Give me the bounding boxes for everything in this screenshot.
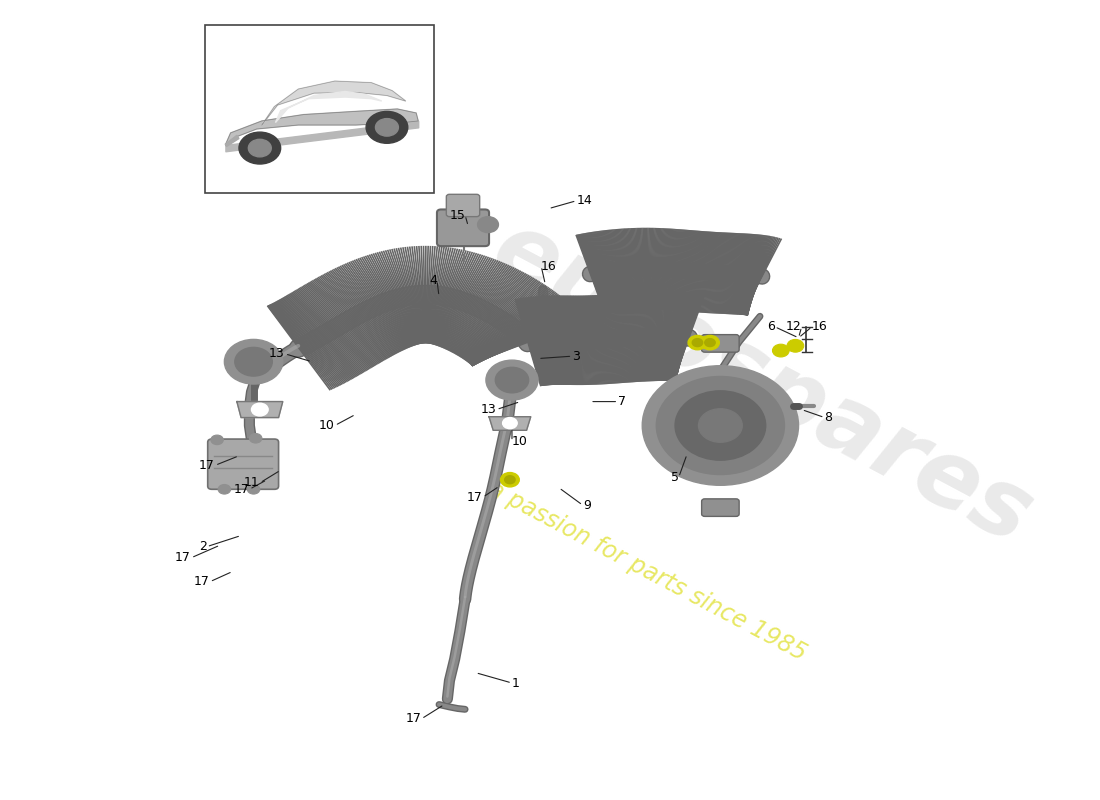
Circle shape bbox=[234, 347, 273, 376]
Circle shape bbox=[211, 435, 223, 445]
Text: 17: 17 bbox=[175, 551, 191, 564]
Circle shape bbox=[224, 339, 283, 384]
Circle shape bbox=[218, 485, 231, 494]
Circle shape bbox=[375, 118, 398, 136]
FancyBboxPatch shape bbox=[437, 210, 490, 246]
Circle shape bbox=[788, 339, 804, 352]
Circle shape bbox=[250, 434, 262, 443]
Circle shape bbox=[477, 217, 498, 233]
FancyBboxPatch shape bbox=[447, 194, 480, 217]
Text: 10: 10 bbox=[319, 419, 334, 432]
Polygon shape bbox=[226, 109, 418, 145]
Circle shape bbox=[503, 418, 517, 429]
Text: 13: 13 bbox=[270, 347, 285, 360]
Text: 13: 13 bbox=[481, 403, 496, 416]
Text: 16: 16 bbox=[541, 259, 557, 273]
Circle shape bbox=[366, 111, 408, 143]
Polygon shape bbox=[226, 135, 239, 146]
Text: 17: 17 bbox=[466, 490, 483, 504]
Circle shape bbox=[248, 485, 260, 494]
Text: 12: 12 bbox=[785, 320, 802, 333]
Circle shape bbox=[698, 409, 742, 442]
Text: 17: 17 bbox=[406, 712, 421, 726]
Polygon shape bbox=[262, 81, 406, 125]
Text: 7: 7 bbox=[618, 395, 626, 408]
Circle shape bbox=[495, 367, 529, 393]
Circle shape bbox=[486, 360, 538, 400]
Text: eurospares: eurospares bbox=[476, 203, 1047, 565]
Polygon shape bbox=[275, 91, 382, 122]
Circle shape bbox=[692, 338, 703, 346]
Circle shape bbox=[689, 335, 707, 350]
Text: 10: 10 bbox=[512, 435, 528, 448]
Text: 17: 17 bbox=[233, 482, 250, 496]
Text: 11: 11 bbox=[244, 477, 260, 490]
Polygon shape bbox=[490, 417, 530, 430]
FancyBboxPatch shape bbox=[702, 334, 739, 352]
Text: 1: 1 bbox=[512, 677, 520, 690]
Text: 4: 4 bbox=[429, 274, 437, 287]
Circle shape bbox=[701, 335, 719, 350]
Text: 16: 16 bbox=[812, 320, 828, 333]
Text: 3: 3 bbox=[572, 350, 581, 362]
Circle shape bbox=[505, 476, 515, 484]
Text: a passion for parts since 1985: a passion for parts since 1985 bbox=[484, 477, 811, 666]
Circle shape bbox=[657, 377, 784, 474]
FancyBboxPatch shape bbox=[702, 499, 739, 516]
Circle shape bbox=[249, 139, 272, 157]
Circle shape bbox=[772, 344, 789, 357]
Text: 2: 2 bbox=[199, 540, 207, 553]
Text: 17: 17 bbox=[199, 459, 214, 472]
Circle shape bbox=[500, 473, 519, 487]
Bar bbox=[205, 26, 433, 193]
Polygon shape bbox=[236, 402, 283, 418]
Text: 9: 9 bbox=[583, 498, 591, 512]
Text: 15: 15 bbox=[449, 209, 465, 222]
Circle shape bbox=[705, 338, 715, 346]
Text: 6: 6 bbox=[767, 320, 774, 333]
Text: 17: 17 bbox=[194, 575, 210, 588]
Text: 14: 14 bbox=[576, 194, 592, 207]
Circle shape bbox=[675, 391, 766, 460]
FancyBboxPatch shape bbox=[208, 439, 278, 490]
Circle shape bbox=[239, 132, 280, 164]
Text: 8: 8 bbox=[825, 411, 833, 424]
Circle shape bbox=[252, 403, 268, 416]
Circle shape bbox=[642, 366, 799, 486]
Text: 5: 5 bbox=[671, 471, 679, 484]
